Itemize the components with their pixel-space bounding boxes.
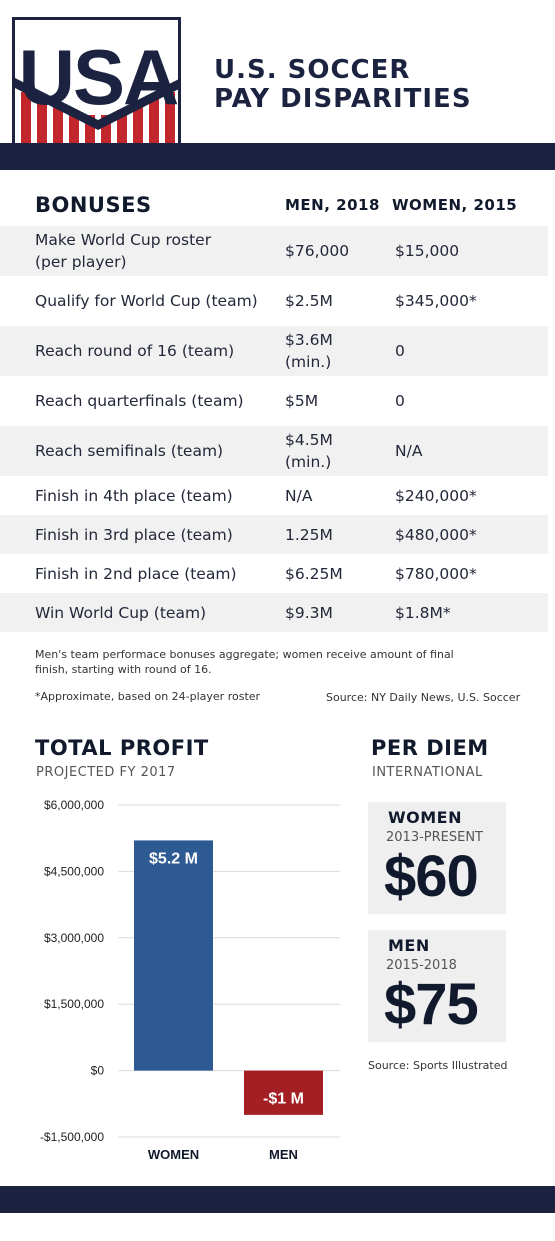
y-tick-label: $0	[91, 1064, 105, 1078]
table-row: Finish in 2nd place (team) $6.25M $780,000…	[0, 554, 548, 593]
bonus-label: Finish in 2nd place (team)	[35, 564, 237, 583]
women-bonus: $240,000*	[395, 486, 477, 505]
per-diem-amount: $75	[384, 972, 479, 1037]
women-bonus: N/A	[395, 442, 423, 460]
men-2018-header: MEN, 2018	[285, 196, 380, 214]
per-diem-card-men: MEN 2015-2018 $75	[368, 930, 506, 1042]
bonus-label: Finish in 4th place (team)	[35, 486, 233, 505]
page-title: U.S. SOCCER PAY DISPARITIES	[214, 56, 472, 114]
per-diem-label: WOMEN	[388, 808, 462, 827]
per-diem-years: 2013-PRESENT	[386, 830, 483, 845]
per-diem-subtitle: INTERNATIONAL	[372, 765, 483, 780]
men-bonus: $4.5M (min.)	[285, 431, 333, 471]
per-diem-years: 2015-2018	[386, 958, 457, 973]
us-soccer-logo: USA	[12, 17, 181, 143]
table-row: Reach semifinals (team) $4.5M (min.) N/A	[0, 426, 548, 476]
per-diem-title: PER DIEM	[371, 736, 489, 760]
profit-bar-chart: $6,000,000 $4,500,000 $3,000,000 $1,500,000…	[40, 798, 340, 1162]
bonus-label: Win World Cup (team)	[35, 603, 207, 622]
per-diem-label: MEN	[388, 936, 430, 955]
x-category-label: WOMEN	[148, 1147, 199, 1162]
men-bonus: $2.5M	[285, 292, 333, 310]
bonus-label: Make World Cup roster (per player)	[35, 231, 212, 271]
y-tick-label: $4,500,000	[44, 864, 104, 878]
table-row: Qualify for World Cup (team) $2.5M $345,00…	[0, 276, 548, 326]
bar-women	[134, 840, 213, 1071]
bonuses-header: BONUSES	[35, 193, 152, 217]
title-line-1: U.S. SOCCER	[214, 55, 411, 85]
bar-data-label: -$1 M	[263, 1091, 304, 1108]
y-tick-label: $6,000,000	[44, 798, 104, 812]
bar-data-label: $5.2 M	[149, 850, 198, 867]
men-bonus: 1.25M	[285, 525, 333, 544]
women-bonus: 0	[395, 392, 405, 410]
bonus-label: Reach round of 16 (team)	[35, 342, 235, 360]
women-bonus: $15,000	[395, 242, 460, 260]
men-bonus: N/A	[285, 486, 313, 505]
table-row: Win World Cup (team) $9.3M $1.8M*	[0, 593, 548, 632]
bonus-label: Qualify for World Cup (team)	[35, 292, 258, 310]
table-note: Men's team performace bonuses aggregate;…	[35, 648, 454, 676]
bonuses-table: Make World Cup roster (per player) $76,000…	[0, 226, 548, 632]
women-bonus: $780,000*	[395, 564, 477, 583]
crest-stripes	[21, 92, 175, 143]
per-diem-source: Source: Sports Illustrated	[368, 1059, 508, 1072]
men-bonus: $6.25M	[285, 564, 343, 583]
men-bonus: $76,000	[285, 242, 350, 260]
women-bonus: $480,000*	[395, 525, 477, 544]
table-row: Finish in 4th place (team) N/A $240,000*	[0, 476, 548, 515]
men-bonus: $5M	[285, 392, 319, 410]
table-row: Reach round of 16 (team) $3.6M (min.) 0	[0, 326, 548, 376]
title-line-2: PAY DISPARITIES	[214, 84, 472, 114]
chart-subtitle: PROJECTED FY 2017	[36, 765, 176, 780]
table-row: Make World Cup roster (per player) $76,000…	[0, 226, 548, 276]
bonus-label: Reach semifinals (team)	[35, 442, 224, 460]
y-tick-label: -$1,500,000	[40, 1130, 104, 1144]
bottom-band	[0, 1186, 555, 1213]
bonus-label: Reach quarterfinals (team)	[35, 392, 244, 410]
men-bonus: $3.6M (min.)	[285, 331, 333, 371]
table-row: Reach quarterfinals (team) $5M 0	[0, 376, 548, 426]
women-bonus: $345,000*	[395, 292, 477, 310]
bar-men	[244, 1070, 323, 1115]
chart-title: TOTAL PROFIT	[35, 736, 209, 760]
usa-crest-icon: USA	[15, 33, 178, 143]
women-bonus: $1.8M*	[395, 603, 451, 622]
men-bonus: $9.3M	[285, 603, 333, 622]
per-diem-card-women: WOMEN 2013-PRESENT $60	[368, 802, 506, 914]
women-bonus: 0	[395, 342, 405, 360]
table-source: Source: NY Daily News, U.S. Soccer	[326, 691, 521, 704]
table-footnote: *Approximate, based on 24-player roster	[35, 690, 261, 703]
table-row: Finish in 3rd place (team) 1.25M $480,000*	[0, 515, 548, 554]
y-tick-label: $3,000,000	[44, 931, 104, 945]
x-category-label: MEN	[269, 1147, 298, 1162]
logo-text: USA	[19, 33, 178, 121]
y-tick-label: $1,500,000	[44, 997, 104, 1011]
per-diem-amount: $60	[384, 844, 479, 909]
bonus-label: Finish in 3rd place (team)	[35, 525, 233, 544]
women-2015-header: WOMEN, 2015	[392, 196, 518, 214]
top-band	[0, 143, 555, 170]
